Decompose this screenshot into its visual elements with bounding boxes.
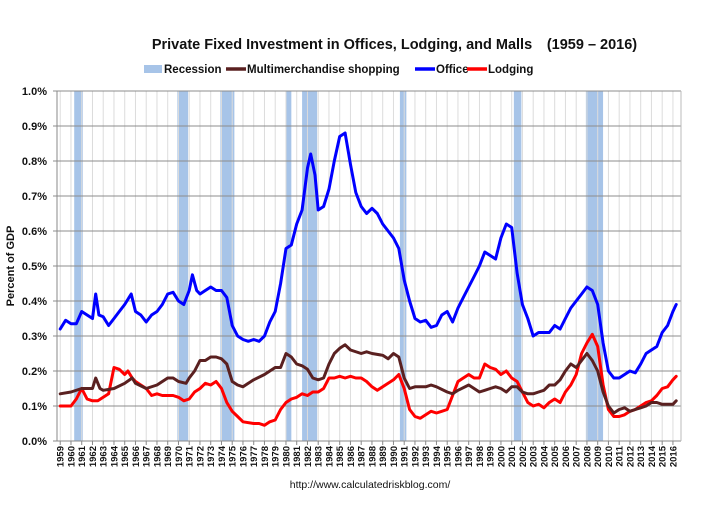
x-tick-label: 1977 [249,446,260,467]
source-url: http://www.calculatedriskblog.com/ [290,479,451,491]
y-tick-label: 0.8% [22,156,47,168]
x-tick-label: 1986 [346,446,357,467]
gridlines [53,90,682,442]
x-tick-label: 1965 [120,445,131,467]
y-tick-label: 0.7% [22,191,47,203]
legend-label: Office [436,64,469,76]
y-tick-label: 0.4% [22,296,47,308]
x-tick-label: 2003 [529,446,540,467]
x-tick-label: 1975 [228,445,239,467]
x-tick-label: 1989 [378,446,389,467]
x-tick-label: 2002 [518,446,529,467]
x-tick-label: 1981 [292,445,303,467]
series-lines [58,131,678,427]
x-tick-label: 1982 [303,446,314,467]
x-tick-label: 2011 [615,445,626,466]
x-tick-label: 2012 [625,446,636,467]
y-tick-label: 0.5% [22,261,47,273]
x-tick-label: 1987 [357,446,368,467]
x-tick-label: 1974 [217,445,228,467]
x-tick-label: 1972 [195,446,206,467]
x-tick-label: 1998 [475,446,486,467]
y-tick-label: 0.3% [22,331,47,343]
x-tick-label: 2016 [668,446,679,467]
x-tick-label: 2008 [582,446,593,467]
x-tick-label: 1980 [281,446,292,467]
x-tick-label: 1992 [410,446,421,467]
x-tick-label: 1967 [142,446,153,467]
y-tick-label: 0.9% [22,121,47,133]
x-tick-label: 2010 [604,446,615,467]
series-line-multimerchandise-shopping [58,343,678,415]
series-line-office [58,131,678,380]
legend-label: Recession [164,64,222,76]
x-tick-label: 1961 [77,445,88,467]
legend: Recession Multimerchandise shopping Office… [144,64,533,76]
x-tick-label: 1983 [314,446,325,467]
x-tick-label: 1988 [367,446,378,467]
x-tick-label: 1991 [400,445,411,467]
x-tick-label: 2001 [507,445,518,467]
x-tick-label: 1994 [432,445,443,467]
x-tick-label: 1960 [66,446,77,467]
chart-subtitle: (1959 – 2016) [547,37,637,53]
series-line-lodging [58,332,678,427]
x-tick-label: 1997 [464,446,475,467]
y-tick-label: 0.0% [22,436,47,448]
x-tick-label: 1963 [99,446,110,467]
y-axis-label: Percent of GDP [5,226,17,307]
x-tick-label: 1969 [163,446,174,467]
x-tick-label: 1970 [174,446,185,467]
x-tick-label: 1966 [131,446,142,467]
legend-label: Lodging [488,64,533,76]
chart-title: Private Fixed Investment in Offices, Lod… [152,37,532,53]
x-tick-label: 1978 [260,446,271,467]
x-tick-label: 2006 [561,446,572,467]
x-tick-label: 1999 [486,446,497,467]
x-tick-label: 2007 [572,446,583,467]
y-axis-ticks: 0.0% 0.1% 0.2% 0.3% 0.4% 0.5% 0.6% 0.7% 0.8% 0.9%… [22,86,47,448]
x-tick-label: 1964 [109,445,120,467]
x-tick-label: 2004 [539,445,550,467]
x-tick-label: 2015 [658,445,669,467]
y-tick-label: 0.1% [22,401,47,413]
x-tick-label: 2014 [647,445,658,467]
legend-label: Multimerchandise shopping [247,64,400,76]
x-tick-label: 1979 [271,446,282,467]
x-tick-label: 1959 [56,446,67,467]
x-tick-label: 2009 [593,446,604,467]
x-tick-label: 2005 [550,445,561,467]
y-tick-label: 1.0% [22,86,47,98]
legend-swatch-recession [144,65,162,73]
x-tick-label: 1971 [185,445,196,467]
x-tick-label: 2000 [496,446,507,467]
x-tick-label: 1996 [453,446,464,467]
x-tick-label: 1973 [206,446,217,467]
y-tick-label: 0.2% [22,366,47,378]
x-tick-label: 2013 [636,446,647,467]
y-tick-label: 0.6% [22,226,47,238]
x-tick-label: 1984 [324,445,335,467]
x-tick-label: 1968 [152,446,163,467]
x-tick-label: 1976 [238,446,249,467]
x-tick-label: 1990 [389,446,400,467]
x-tick-label: 1993 [421,446,432,467]
x-tick-label: 1995 [443,445,454,467]
x-axis-ticks: 1959 1960 1961 1962 1963 1964 1965 1966 1967 1968… [56,441,679,467]
x-tick-label: 1962 [88,446,99,467]
x-tick-label: 1985 [335,445,346,467]
